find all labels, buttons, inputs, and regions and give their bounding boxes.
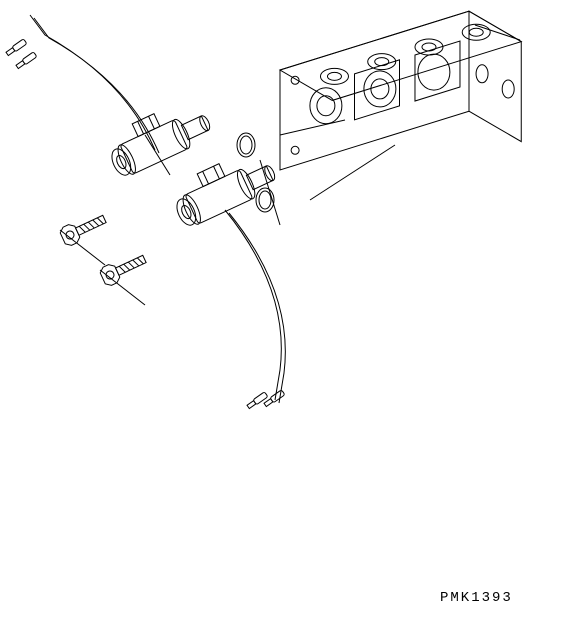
bolts (59, 210, 149, 288)
part-number-label: PMK1393 (440, 590, 513, 606)
solenoid-valves (101, 94, 280, 230)
diagram-svg (0, 0, 571, 634)
o-rings (237, 133, 274, 212)
wires (5, 15, 285, 409)
manifold-block (280, 11, 521, 170)
exploded-diagram: PMK1393 (0, 0, 571, 634)
